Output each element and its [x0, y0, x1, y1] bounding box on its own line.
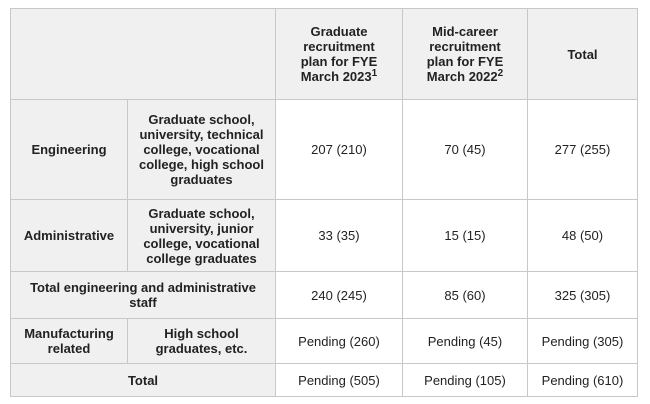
table-row: Manufacturing related High school graduat…	[10, 318, 638, 364]
value-cell: 70 (45)	[402, 99, 528, 200]
value-cell: Pending (260)	[275, 318, 403, 364]
row-subcategory: High school graduates, etc.	[127, 318, 276, 364]
row-subcategory: Graduate school, university, technical c…	[127, 99, 276, 200]
header-empty	[10, 8, 276, 100]
footnote-mark: 2	[497, 68, 504, 79]
value-cell: 85 (60)	[402, 271, 528, 319]
recruitment-table: Graduate recruitment plan for FYE March …	[10, 8, 638, 397]
value-cell: Pending (105)	[402, 363, 528, 397]
value-cell: Pending (305)	[527, 318, 638, 364]
row-label: Total engineering and administrative sta…	[10, 271, 276, 319]
table-row: Engineering Graduate school, university, …	[10, 99, 638, 200]
value-cell: Pending (45)	[402, 318, 528, 364]
table-body: Graduate recruitment plan for FYE March …	[10, 8, 638, 397]
header-cell: Mid-career recruitment plan for FYE Marc…	[402, 8, 528, 100]
table-row: Total engineering and administrative sta…	[10, 271, 638, 319]
header-cell: Graduate recruitment plan for FYE March …	[275, 8, 403, 100]
value-cell: 48 (50)	[527, 199, 638, 272]
row-category: Administrative	[10, 199, 128, 272]
header-text: Total	[567, 46, 598, 62]
row-subcategory: Graduate school, university, junior coll…	[127, 199, 276, 272]
row-label: Total	[10, 363, 276, 397]
value-cell: 240 (245)	[275, 271, 403, 319]
table-row: Total Pending (505) Pending (105) Pending (…	[10, 363, 638, 397]
value-cell: 277 (255)	[527, 99, 638, 200]
value-cell: 325 (305)	[527, 271, 638, 319]
row-category: Manufacturing related	[10, 318, 128, 364]
value-cell: 33 (35)	[275, 199, 403, 272]
value-cell: 15 (15)	[402, 199, 528, 272]
header-cell: Total	[527, 8, 638, 100]
header-text: Graduate recruitment plan for FYE March …	[300, 24, 378, 84]
value-cell: 207 (210)	[275, 99, 403, 200]
value-cell: Pending (610)	[527, 363, 638, 397]
table-row: Administrative Graduate school, universit…	[10, 199, 638, 272]
value-cell: Pending (505)	[275, 363, 403, 397]
header-text: Mid-career recruitment plan for FYE Marc…	[426, 24, 504, 84]
row-category: Engineering	[10, 99, 128, 200]
footnote-mark: 1	[371, 68, 378, 79]
header-row: Graduate recruitment plan for FYE March …	[10, 8, 638, 100]
